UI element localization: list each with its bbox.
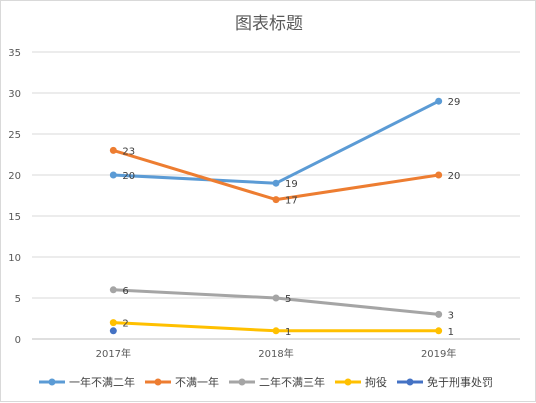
data-point [109,286,117,294]
x-tick-label: 2018年 [258,347,293,360]
series-line [111,288,441,316]
legend-marker [154,378,162,386]
data-point [272,196,280,204]
data-label: 20 [448,171,461,182]
data-point [435,97,443,105]
data-label: 1 [448,327,454,338]
data-label: 1 [285,327,291,338]
legend: 一年不满二年 不满一年 二年不满三年 拘役 免于刑事处罚 [39,375,493,389]
data-label: 19 [285,179,298,190]
data-label: 6 [122,286,128,297]
data-point [435,310,443,318]
data-point [272,327,280,335]
legend-label: 一年不满二年 [69,375,135,389]
legend-label: 不满一年 [175,375,219,389]
data-point [435,171,443,179]
x-tick-label: 2019年 [421,347,456,360]
data-label: 2 [122,319,128,330]
series-line [111,99,441,185]
y-tick-label: 25 [8,130,21,141]
legend-label: 免于刑事处罚 [427,375,493,389]
legend-marker [48,378,56,386]
y-tick-label: 20 [8,171,21,182]
y-tick-label: 5 [15,294,21,305]
legend-label: 二年不满三年 [259,375,325,389]
legend-marker [406,378,414,386]
data-point [109,319,117,327]
data-label: 3 [448,310,454,321]
chart-title: 图表标题 [235,14,303,34]
y-tick-label: 0 [15,335,21,346]
y-tick-label: 30 [8,89,21,100]
data-label: 5 [285,294,291,305]
data-label: 23 [122,146,135,157]
data-point [109,146,117,154]
legend-label: 拘役 [365,375,387,389]
data-point [435,327,443,335]
data-label: 29 [448,97,461,108]
data-point [272,294,280,302]
data-point [272,179,280,187]
data-point [109,171,117,179]
series-group: 20 19 29 23 17 20 6 5 3 2 1 1 [109,97,461,338]
legend-marker [344,378,352,386]
y-tick-label: 10 [8,253,21,264]
y-axis-ticks: 0 5 10 15 20 25 30 35 [8,48,21,346]
data-label: 17 [285,196,298,207]
data-label: 20 [122,171,135,182]
x-axis: 2017年 2018年 2019年 [96,347,457,360]
legend-marker [238,378,246,386]
x-tick-label: 2017年 [96,347,131,360]
y-tick-label: 15 [8,212,21,223]
data-point [109,327,117,335]
y-tick-label: 35 [8,48,21,59]
